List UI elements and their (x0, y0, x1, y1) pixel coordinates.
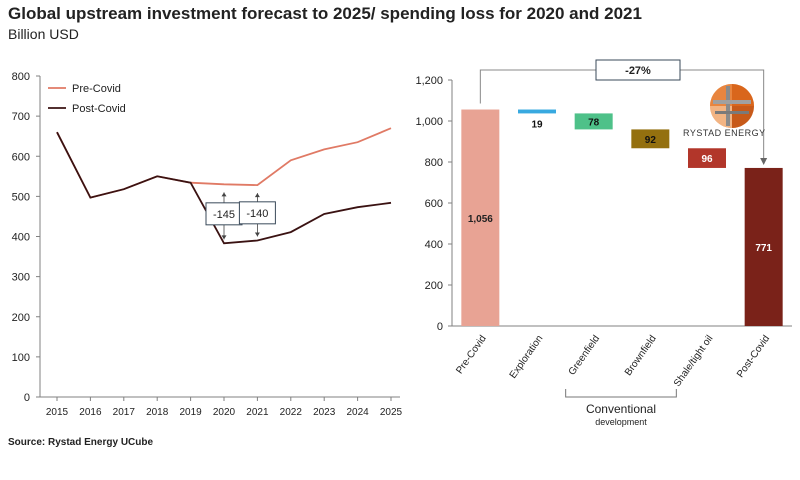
waterfall-y-tick-label: 1,000 (415, 116, 443, 128)
waterfall-bar-post-covid (744, 167, 783, 326)
waterfall-bar-greenfield (574, 113, 613, 130)
gap-arrow-head-down (221, 235, 227, 240)
waterfall-data-label: 771 (755, 243, 772, 254)
rystad-globe-logo-icon (697, 78, 767, 148)
line-chart-x-tick-label: 2021 (246, 407, 269, 418)
waterfall-y-tick-label: 400 (425, 239, 443, 251)
gap-arrow-head-down (254, 232, 260, 237)
line-chart-y-tick-label: 400 (12, 232, 30, 244)
change-label-box (595, 59, 681, 81)
line-chart-y-tick-label: 500 (12, 191, 30, 203)
line-chart-y-tick-label: 600 (12, 151, 30, 163)
change-connector-arrowhead (760, 157, 768, 165)
waterfall-y-tick-label: 800 (425, 157, 443, 169)
waterfall-data-label: 92 (645, 135, 657, 146)
gap-annotation-label: -145 (213, 209, 235, 221)
waterfall-x-tick-label: Exploration (508, 333, 546, 380)
line-chart-x-tick-label: 2015 (46, 407, 69, 418)
waterfall-y-tick-label: 0 (437, 321, 443, 333)
line-chart-x-tick-label: 2024 (346, 407, 369, 418)
waterfall-bar-brownfield (631, 129, 670, 149)
waterfall-x-tick-label: Greenfield (567, 333, 602, 377)
logo-text: RYSTAD ENERGY (683, 128, 766, 138)
waterfall-y-tick-label: 600 (425, 198, 443, 210)
line-chart-x-tick-label: 2019 (179, 407, 202, 418)
waterfall-y-tick-label: 200 (425, 280, 443, 292)
waterfall-y-tick-label: 1,200 (415, 75, 443, 87)
waterfall-x-tick-label: Post-Covid (735, 333, 772, 379)
group-label-line2: development (595, 417, 647, 427)
waterfall-bar-pre-covid (461, 109, 500, 327)
source-note: Source: Rystad Energy UCube (8, 437, 154, 448)
waterfall-data-label: 1,056 (468, 214, 493, 225)
line-chart-y-tick-label: 0 (24, 392, 30, 404)
series-line-pre-covid (56, 127, 392, 199)
waterfall-x-tick-label: Pre-Covid (454, 333, 489, 376)
waterfall-data-label: 78 (588, 117, 600, 128)
line-chart-x-tick-label: 2025 (380, 407, 403, 418)
gap-arrow-head-up (254, 193, 260, 198)
gap-annotation-box (238, 201, 276, 225)
waterfall-x-tick-label: Shale/tight oil (672, 333, 715, 388)
line-chart-x-tick-label: 2023 (313, 407, 336, 418)
change-label: -27% (625, 65, 651, 77)
waterfall-data-label: 96 (701, 154, 713, 165)
waterfall-data-label: 19 (531, 119, 543, 130)
gap-annotation-label: -140 (246, 208, 268, 220)
chart-title: Global upstream investment forecast to 2… (8, 4, 642, 23)
line-chart-y-tick-label: 700 (12, 111, 30, 123)
line-chart-x-tick-label: 2017 (113, 407, 136, 418)
waterfall-bar-shale-tight-oil (688, 148, 726, 168)
series-line-post-covid (56, 131, 392, 245)
line-chart-y-tick-label: 300 (12, 272, 30, 284)
line-chart-y-tick-label: 800 (12, 71, 30, 83)
line-chart-y-tick-label: 100 (12, 352, 30, 364)
chart-unit-label: Billion USD (8, 26, 79, 42)
legend-label: Post-Covid (72, 103, 126, 115)
legend-label: Pre-Covid (72, 83, 121, 95)
waterfall-x-tick-label: Brownfield (623, 333, 659, 378)
line-chart-x-tick-label: 2020 (213, 407, 236, 418)
line-chart-x-tick-label: 2018 (146, 407, 169, 418)
line-chart-x-tick-label: 2022 (280, 407, 303, 418)
gap-arrow-head-up (221, 192, 227, 197)
conventional-bracket (565, 389, 677, 398)
line-chart-y-tick-label: 200 (12, 312, 30, 324)
waterfall-bar-exploration (518, 109, 556, 114)
line-chart-x-tick-label: 2016 (79, 407, 102, 418)
group-label-line1: Conventional (586, 402, 656, 416)
